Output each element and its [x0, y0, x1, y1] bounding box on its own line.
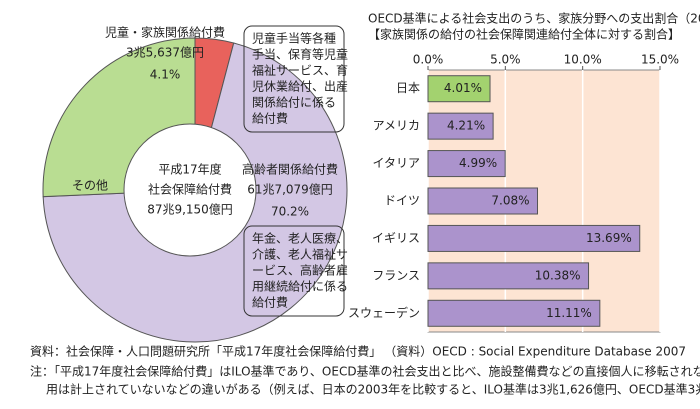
annotation-text: 手当、保育等児童 [252, 47, 348, 62]
center-text: 平成17年度 [158, 162, 221, 177]
center-hole [123, 123, 257, 257]
annotation-text: 関係給付に係る [252, 96, 336, 110]
note: 注：「平成17年度社会保障給付費」はILO基準であり、OECD基準の社会支出と比… [30, 364, 700, 379]
slice-label: 児童・家族関係給付費 [105, 25, 225, 40]
y-tick-label: ドイツ [384, 194, 420, 208]
annotation-text: 児休業給付、出産 [252, 79, 348, 94]
x-tick-label: 10.0% [564, 53, 602, 67]
annotation-text: 給付費 [252, 295, 288, 310]
y-tick-label: 日本 [396, 81, 420, 95]
center-text: 社会保障給付費 [148, 182, 232, 197]
bar [427, 112, 494, 140]
annotation-text: 介護、老人福祉サ [252, 247, 348, 262]
y-tick-label: イタリア [372, 156, 420, 170]
value-label: 11.11% [546, 306, 592, 320]
slice-value: 70.2% [271, 205, 309, 219]
annotation-text: 給付費 [252, 111, 288, 126]
y-tick-label: スウェーデン [348, 305, 420, 320]
annotation-text: 児童手当等各種 [252, 31, 336, 46]
y-tick-label: イギリス [372, 231, 420, 245]
value-label: 4.99% [459, 156, 497, 170]
value-label: 10.38% [535, 268, 581, 282]
slice-value: 4.1% [150, 68, 181, 82]
y-tick-label: フランス [372, 268, 420, 282]
source: 資料：社会保障・人口問題研究所「平成17年度社会保障給付費」 [30, 344, 381, 359]
center-text: 87兆9,150億円 [147, 203, 233, 217]
bar [427, 150, 506, 178]
chart-title: OECD基準による社会支出のうち、家族分野への支出割合（2003年） [368, 11, 700, 26]
y-tick-label: アメリカ [373, 119, 420, 133]
bar [427, 299, 601, 327]
annotation-text: 年金、老人医療、 [252, 231, 348, 246]
annotation-box [243, 25, 345, 133]
bar [427, 187, 539, 215]
value-label: 13.69% [586, 231, 632, 245]
slice-label: 高齢者関係給付費 [242, 162, 338, 177]
source: （資料）OECD : Social Expenditure Database 2… [384, 345, 686, 359]
note: 用は計上されていないなどの違いがある（例えば、日本の2003年を比較すると、IL… [46, 382, 700, 397]
annotation-text: 用継続給付に係る [252, 279, 348, 294]
value-label: 4.21% [447, 119, 485, 133]
slice-label: その他 [72, 179, 108, 193]
annotation-text: 福祉サービス、育 [252, 63, 348, 78]
x-tick-label: 5.0% [490, 53, 521, 67]
bar [427, 262, 590, 290]
x-tick-label: 15.0% [641, 53, 679, 67]
slice-amount: 61兆7,079億円 [247, 183, 333, 197]
chart-title: 【家族関係の給付の社会保障関連給付全体に対する割合】 [368, 27, 680, 42]
bar [427, 75, 491, 103]
x-tick-label: 0.0% [413, 53, 444, 67]
bar [427, 224, 641, 252]
annotation-text: ービス、高齢者雇 [252, 263, 348, 278]
value-label: 4.01% [444, 81, 482, 95]
value-label: 7.08% [491, 194, 529, 208]
annotation-box [243, 225, 345, 317]
slice-amount: 3兆5,637億円 [126, 46, 204, 60]
